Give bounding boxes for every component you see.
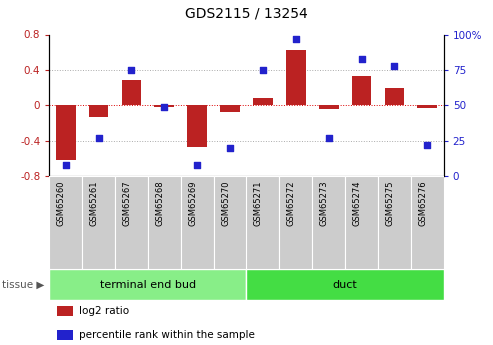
Bar [187, 105, 207, 147]
Bar [57, 306, 73, 316]
Text: GSM65269: GSM65269 [188, 181, 197, 226]
Bar [82, 176, 115, 269]
Text: duct: duct [333, 280, 357, 289]
Text: percentile rank within the sample: percentile rank within the sample [79, 330, 255, 340]
Point [193, 162, 201, 167]
Bar [57, 330, 73, 339]
Bar [89, 105, 108, 117]
Point [128, 67, 136, 73]
Bar [49, 176, 82, 269]
Bar [148, 176, 181, 269]
Point [325, 135, 333, 140]
Bar [49, 269, 247, 300]
Bar [286, 50, 306, 105]
Bar [418, 105, 437, 108]
Bar [246, 176, 280, 269]
Point [95, 135, 103, 140]
Text: GSM65275: GSM65275 [386, 181, 394, 226]
Bar [385, 88, 404, 105]
Text: GSM65267: GSM65267 [122, 181, 132, 226]
Point [423, 142, 431, 148]
Text: GSM65273: GSM65273 [319, 181, 329, 226]
Bar [154, 105, 174, 107]
Bar [246, 269, 444, 300]
Bar [181, 176, 213, 269]
Text: GSM65268: GSM65268 [155, 181, 164, 226]
Text: GSM65276: GSM65276 [418, 181, 427, 226]
Point [226, 145, 234, 150]
Point [259, 67, 267, 73]
Text: GSM65261: GSM65261 [90, 181, 99, 226]
Bar [378, 176, 411, 269]
Text: GSM65274: GSM65274 [352, 181, 361, 226]
Bar [319, 105, 339, 109]
Text: tissue ▶: tissue ▶ [2, 280, 44, 289]
Text: GSM65260: GSM65260 [57, 181, 66, 226]
Point [292, 36, 300, 41]
Text: GSM65272: GSM65272 [287, 181, 296, 226]
Text: terminal end bud: terminal end bud [100, 280, 196, 289]
Bar [280, 176, 312, 269]
Bar [213, 176, 246, 269]
Text: log2 ratio: log2 ratio [79, 306, 129, 316]
Text: GDS2115 / 13254: GDS2115 / 13254 [185, 7, 308, 21]
Bar [122, 80, 141, 105]
Bar [253, 98, 273, 105]
Point [160, 104, 168, 109]
Bar [312, 176, 345, 269]
Bar [345, 176, 378, 269]
Point [390, 63, 398, 68]
Point [357, 56, 365, 61]
Bar [411, 176, 444, 269]
Text: GSM65270: GSM65270 [221, 181, 230, 226]
Text: GSM65271: GSM65271 [254, 181, 263, 226]
Bar [115, 176, 148, 269]
Point [62, 162, 70, 167]
Bar [352, 76, 371, 105]
Bar [56, 105, 75, 160]
Bar [220, 105, 240, 112]
